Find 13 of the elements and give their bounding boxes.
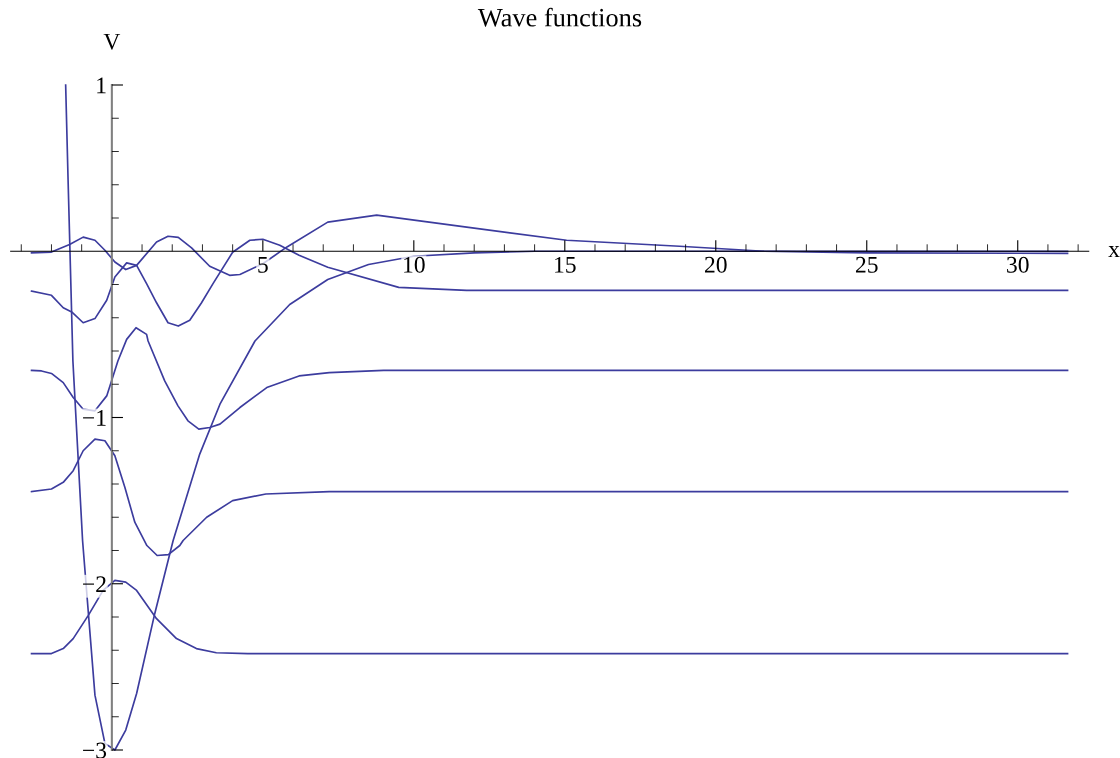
y-tick-label: 1: [97, 77, 106, 94]
x-tick-label: 5: [258, 257, 268, 273]
y-tick-label: −3: [83, 742, 107, 758]
y-tick-label: −2: [83, 576, 106, 592]
x-tick-label: 25: [855, 256, 878, 273]
chart-title: Wave functions: [477, 7, 642, 27]
y-tick-label: −1: [83, 410, 106, 426]
x-tick-label: 10: [404, 256, 425, 273]
x-tick-label: 20: [705, 256, 727, 273]
x-axis-title: x: [1108, 246, 1120, 257]
x-tick-label: 15: [555, 256, 576, 273]
y-axis-title: V: [103, 33, 121, 50]
x-tick-label: 30: [1007, 256, 1029, 273]
